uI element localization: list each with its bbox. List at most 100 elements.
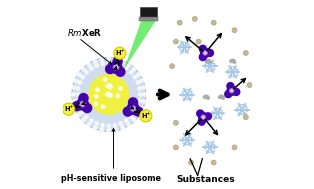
- Circle shape: [219, 95, 222, 98]
- Circle shape: [205, 60, 208, 63]
- Circle shape: [90, 67, 93, 70]
- Circle shape: [170, 64, 175, 69]
- Circle shape: [203, 96, 206, 98]
- Circle shape: [77, 98, 88, 110]
- Circle shape: [94, 102, 98, 106]
- Circle shape: [76, 93, 79, 96]
- Circle shape: [81, 110, 84, 114]
- Circle shape: [109, 94, 112, 97]
- Text: H⁺: H⁺: [115, 50, 124, 56]
- Circle shape: [173, 39, 178, 44]
- Circle shape: [204, 52, 206, 54]
- Circle shape: [90, 119, 93, 122]
- Circle shape: [101, 124, 104, 127]
- Circle shape: [74, 79, 78, 83]
- Text: $\it{Rm}$XeR: $\it{Rm}$XeR: [67, 27, 103, 38]
- Circle shape: [74, 106, 78, 110]
- Circle shape: [80, 101, 85, 107]
- Circle shape: [119, 87, 122, 90]
- Circle shape: [87, 122, 91, 126]
- Polygon shape: [124, 21, 156, 70]
- Circle shape: [203, 51, 207, 55]
- Circle shape: [227, 83, 234, 90]
- Circle shape: [121, 60, 124, 63]
- Circle shape: [72, 100, 75, 103]
- Circle shape: [72, 58, 146, 131]
- Circle shape: [230, 89, 234, 93]
- Circle shape: [225, 91, 232, 98]
- Circle shape: [138, 99, 141, 102]
- Circle shape: [106, 64, 115, 74]
- Circle shape: [211, 160, 216, 165]
- Circle shape: [206, 95, 208, 98]
- Circle shape: [233, 61, 236, 63]
- Circle shape: [113, 124, 116, 127]
- Circle shape: [107, 57, 111, 60]
- Circle shape: [173, 145, 178, 150]
- Circle shape: [233, 88, 240, 95]
- Circle shape: [140, 106, 143, 110]
- Circle shape: [136, 105, 139, 108]
- Circle shape: [247, 83, 252, 88]
- Circle shape: [230, 60, 232, 63]
- Circle shape: [72, 86, 75, 89]
- Circle shape: [106, 92, 110, 95]
- Circle shape: [107, 129, 111, 132]
- Circle shape: [81, 103, 84, 105]
- Circle shape: [78, 105, 82, 108]
- Circle shape: [222, 97, 225, 99]
- Circle shape: [123, 107, 132, 116]
- Circle shape: [116, 94, 120, 98]
- Circle shape: [173, 120, 178, 125]
- Text: pH-sensitive liposome: pH-sensitive liposome: [61, 174, 161, 183]
- Circle shape: [243, 50, 248, 55]
- Circle shape: [133, 75, 137, 79]
- Circle shape: [189, 160, 193, 165]
- Circle shape: [119, 64, 122, 67]
- Circle shape: [219, 96, 221, 98]
- Circle shape: [100, 128, 104, 131]
- Circle shape: [138, 87, 141, 90]
- Circle shape: [72, 102, 81, 111]
- Circle shape: [199, 45, 206, 52]
- Circle shape: [231, 59, 234, 62]
- Circle shape: [79, 94, 88, 103]
- Circle shape: [96, 88, 99, 92]
- Circle shape: [134, 107, 143, 116]
- Circle shape: [232, 60, 235, 62]
- Circle shape: [132, 107, 134, 110]
- Circle shape: [204, 113, 212, 120]
- Circle shape: [207, 50, 214, 56]
- Circle shape: [113, 62, 116, 65]
- Circle shape: [136, 81, 139, 84]
- Circle shape: [232, 145, 237, 150]
- Circle shape: [204, 95, 207, 98]
- Circle shape: [119, 122, 122, 125]
- Circle shape: [107, 93, 111, 96]
- Circle shape: [76, 99, 80, 102]
- Circle shape: [196, 39, 201, 44]
- Circle shape: [116, 67, 125, 76]
- Circle shape: [108, 84, 112, 87]
- Circle shape: [89, 75, 129, 114]
- Text: H⁺: H⁺: [64, 106, 73, 112]
- Circle shape: [107, 61, 111, 65]
- Circle shape: [78, 81, 82, 84]
- Circle shape: [127, 63, 130, 67]
- Circle shape: [109, 85, 112, 89]
- Circle shape: [125, 67, 128, 70]
- Circle shape: [201, 115, 205, 119]
- Circle shape: [133, 110, 137, 114]
- Circle shape: [140, 79, 143, 83]
- Circle shape: [232, 28, 237, 33]
- Circle shape: [83, 103, 92, 112]
- Circle shape: [94, 60, 97, 63]
- Circle shape: [133, 118, 136, 122]
- Circle shape: [221, 95, 224, 98]
- Circle shape: [127, 103, 139, 114]
- Circle shape: [208, 60, 210, 62]
- Circle shape: [192, 16, 197, 21]
- FancyBboxPatch shape: [139, 17, 158, 21]
- Circle shape: [142, 100, 146, 103]
- Text: H⁺: H⁺: [141, 113, 150, 119]
